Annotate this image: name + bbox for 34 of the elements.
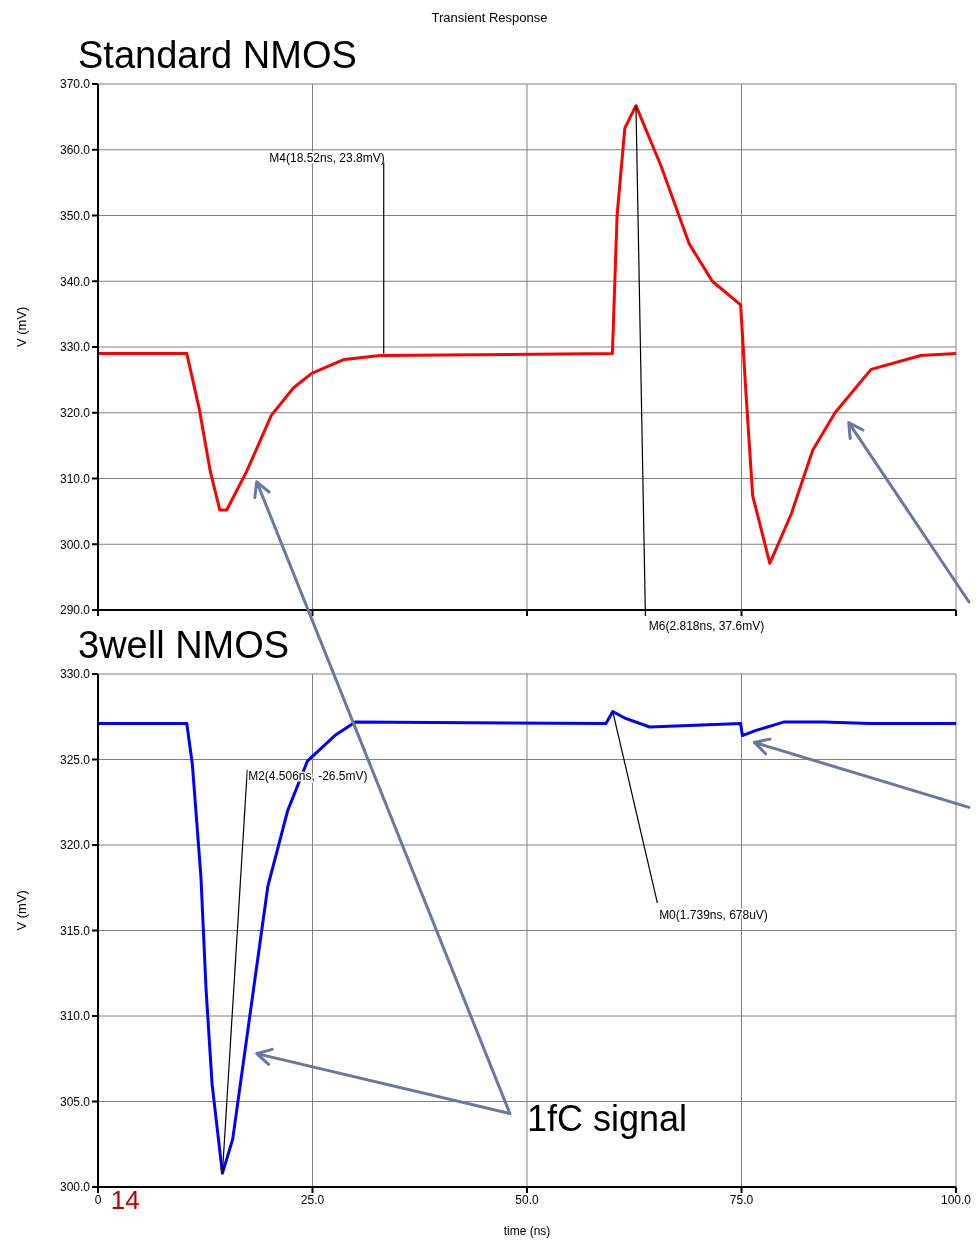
annotation: 14 [110, 1185, 140, 1215]
y-tick-label: 300.0 [59, 537, 91, 552]
x-axis-title: time (ns) [503, 1224, 551, 1238]
y-tick-label: 350.0 [59, 208, 91, 223]
y-tick-label: 360.0 [59, 143, 91, 158]
y-tick-label: 325.0 [59, 752, 91, 767]
line-series [98, 710, 956, 1175]
y-tick-label: 290.0 [59, 603, 91, 618]
line-series [98, 104, 956, 565]
y-tick-label: 320.0 [59, 838, 91, 853]
y-tick-label: 315.0 [59, 923, 91, 938]
y-tick-label: 305.0 [59, 1094, 91, 1109]
annotation: M0(1.739ns, 678uV) [659, 907, 768, 922]
x-tick-label: 0 [94, 1192, 102, 1207]
annotation: 1fC signal [527, 1097, 688, 1139]
x-tick-label: 25.0 [300, 1192, 325, 1207]
chart-subtitle: 3well NMOS [78, 624, 290, 667]
y-axis-title: V (mV) [13, 306, 29, 347]
y-tick-label: 310.0 [59, 471, 91, 486]
x-tick-label: 50.0 [515, 1192, 539, 1207]
chart-title: Transient Response [430, 10, 549, 25]
y-axis-title: V (mV) [13, 890, 29, 931]
y-tick-label: 370.0 [59, 77, 91, 92]
y-tick-label: 300.0 [59, 1180, 91, 1195]
y-tick-label: 310.0 [59, 1009, 91, 1024]
y-tick-label: 340.0 [59, 274, 91, 289]
y-tick-label: 330.0 [59, 667, 91, 682]
x-tick-label: 100.0 [940, 1192, 972, 1207]
y-tick-label: 330.0 [59, 340, 91, 355]
annotation: M6(2.818ns, 37.6mV) [648, 619, 765, 633]
chart-subtitle: Standard NMOS [78, 34, 357, 77]
y-tick-label: 320.0 [59, 406, 91, 421]
annotation: M4(18.52ns, 23.8mV) [269, 150, 385, 165]
x-tick-label: 75.0 [729, 1192, 754, 1207]
